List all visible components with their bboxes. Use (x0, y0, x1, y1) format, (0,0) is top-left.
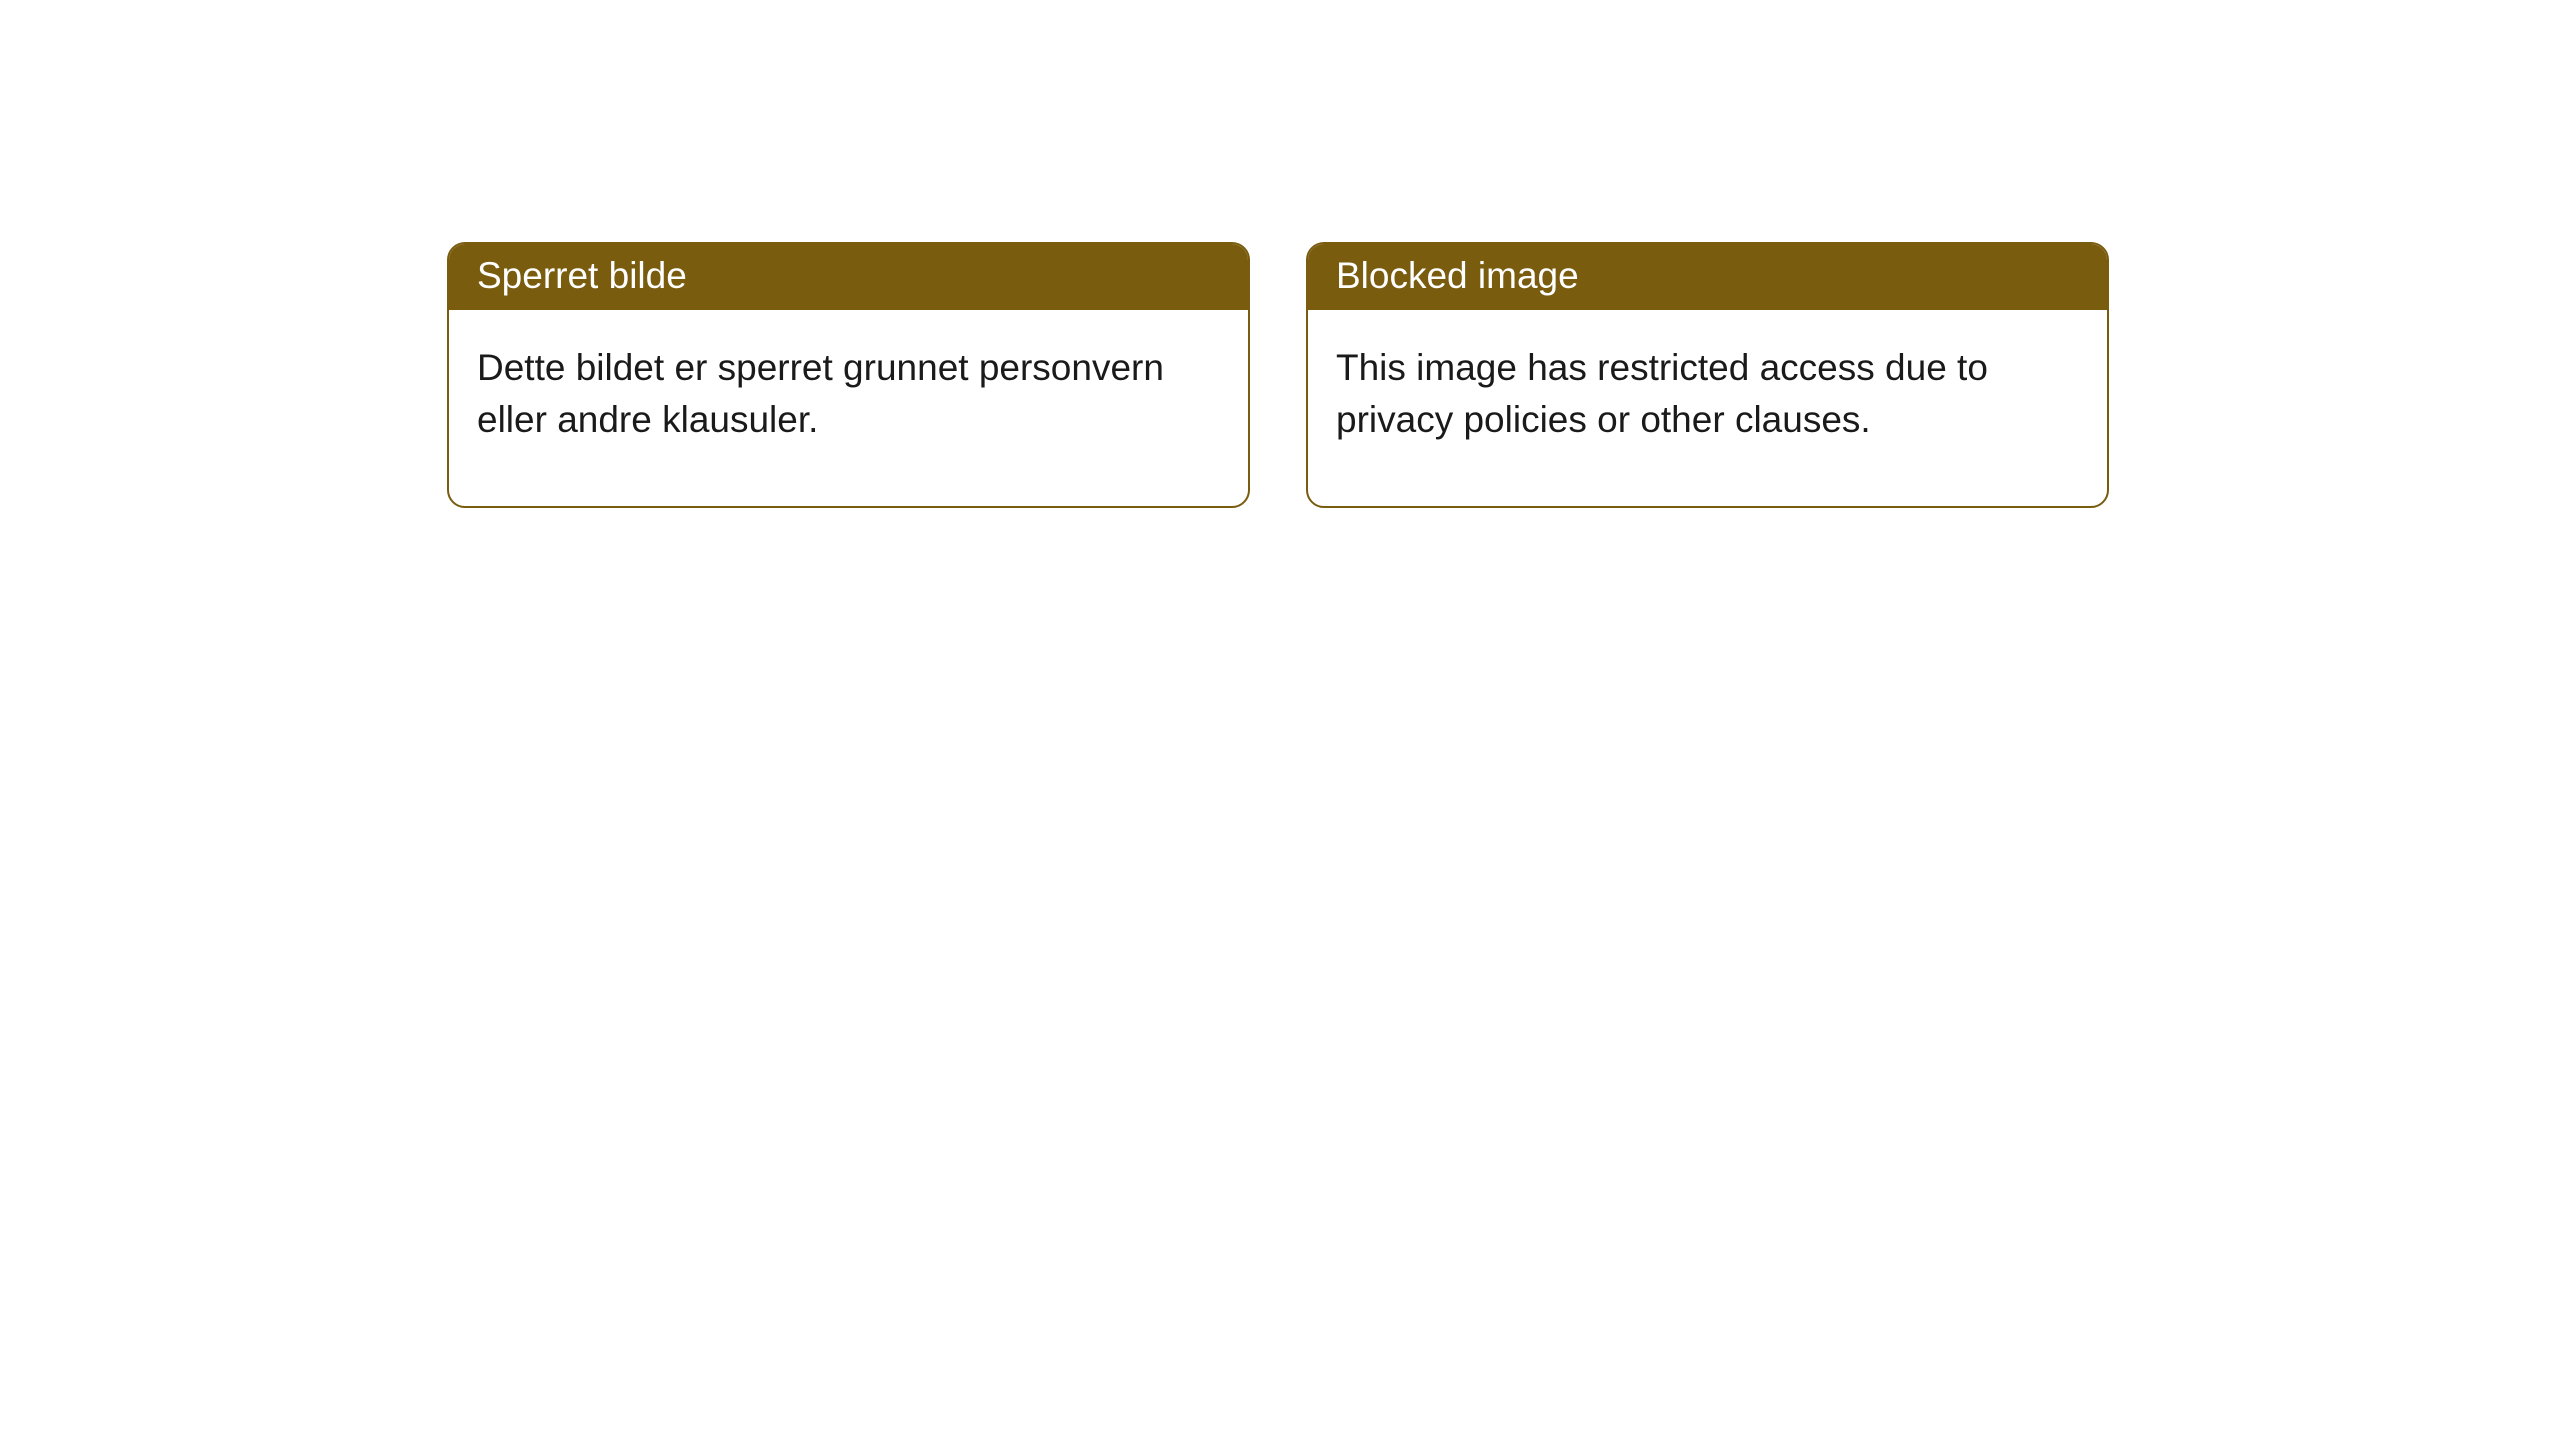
notice-container: Sperret bilde Dette bildet er sperret gr… (0, 0, 2560, 508)
notice-card-norwegian: Sperret bilde Dette bildet er sperret gr… (447, 242, 1250, 508)
notice-body: This image has restricted access due to … (1308, 310, 2107, 482)
notice-title: Sperret bilde (449, 244, 1248, 310)
notice-card-english: Blocked image This image has restricted … (1306, 242, 2109, 508)
notice-title: Blocked image (1308, 244, 2107, 310)
notice-body: Dette bildet er sperret grunnet personve… (449, 310, 1248, 506)
